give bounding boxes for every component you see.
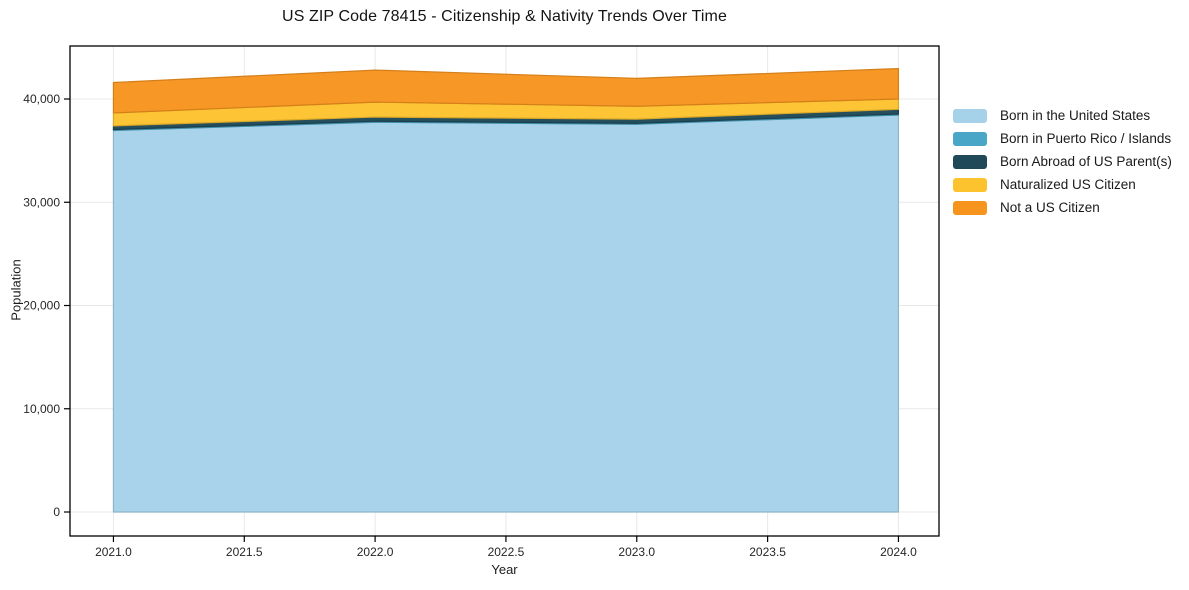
- legend-swatch-icon: [953, 131, 987, 146]
- x-tick-label: 2021.5: [226, 545, 263, 559]
- x-tick-label: 2022.5: [488, 545, 525, 559]
- legend-swatch-icon: [953, 200, 987, 215]
- y-tick-label: 0: [53, 505, 60, 519]
- x-axis-label: Year: [491, 562, 518, 577]
- y-tick-label: 20,000: [23, 299, 60, 313]
- legend-label: Born in the United States: [1000, 108, 1151, 123]
- x-tick-label: 2023.0: [618, 545, 655, 559]
- x-tick-label: 2021.0: [95, 545, 132, 559]
- legend-swatch-icon: [953, 177, 987, 192]
- x-tick-label: 2024.0: [880, 545, 917, 559]
- plot-border: [69, 45, 940, 537]
- y-tick-label: 10,000: [23, 402, 60, 416]
- x-tick-label: 2022.0: [357, 545, 394, 559]
- y-tick-label: 30,000: [23, 195, 60, 209]
- area-born-in-the-united-states: [112, 114, 900, 513]
- legend-label: Born Abroad of US Parent(s): [1000, 154, 1172, 169]
- legend-label: Born in Puerto Rico / Islands: [1000, 131, 1172, 146]
- chart-title: US ZIP Code 78415 - Citizenship & Nativi…: [282, 8, 727, 25]
- legend-item-born-in-puerto-rico-islands: Born in Puerto Rico / Islands: [953, 127, 1172, 150]
- area-not-a-us-citizen: [112, 67, 900, 114]
- legend-item-naturalized-us-citizen: Naturalized US Citizen: [953, 173, 1172, 196]
- legend-swatch-icon: [953, 108, 987, 123]
- legend-swatch-icon: [953, 154, 987, 169]
- legend: Born in the United States Born in Puerto …: [953, 104, 1172, 219]
- legend-item-not-a-us-citizen: Not a US Citizen: [953, 196, 1172, 219]
- x-tick-label: 2023.5: [749, 545, 786, 559]
- y-axis-label: Population: [8, 259, 24, 321]
- y-tick-label: 40,000: [23, 92, 60, 106]
- legend-label: Not a US Citizen: [1000, 200, 1100, 215]
- legend-item-born-in-the-united-states: Born in the United States: [953, 104, 1172, 127]
- legend-label: Naturalized US Citizen: [1000, 177, 1136, 192]
- legend-item-born-abroad-of-us-parent-s: Born Abroad of US Parent(s): [953, 150, 1172, 173]
